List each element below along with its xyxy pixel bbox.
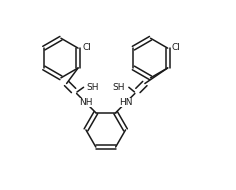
Text: SH: SH xyxy=(86,83,99,92)
Text: NH: NH xyxy=(79,98,92,107)
Text: Cl: Cl xyxy=(172,43,181,52)
Text: SH: SH xyxy=(113,83,125,92)
Text: HN: HN xyxy=(119,98,133,107)
Text: Cl: Cl xyxy=(82,43,91,52)
